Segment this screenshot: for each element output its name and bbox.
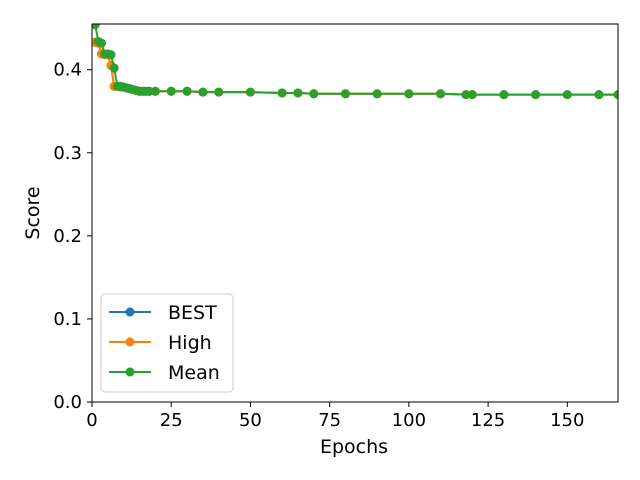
series-layer [92, 24, 618, 100]
y-tick-label: 0.2 [53, 226, 82, 247]
data-point-mean [109, 63, 119, 73]
data-point-mean [182, 86, 192, 96]
data-point-mean [404, 89, 414, 99]
data-point-mean [245, 87, 255, 97]
data-point-mean [531, 90, 541, 100]
axes-layer: 0 25 50 75 100 125 150 0.0 0.1 0.2 0.3 0.4 [53, 23, 619, 431]
data-point-mean [461, 90, 471, 100]
x-tick-label: 0 [86, 410, 97, 431]
data-point-mean [613, 90, 618, 100]
y-axis-label: Score [22, 186, 44, 239]
y-tick-label: 0.1 [53, 309, 82, 330]
data-point-mean [214, 87, 224, 97]
y-tick-label: 0.3 [53, 143, 82, 164]
x-tick-label: 150 [550, 410, 584, 431]
y-tick-label: 0.4 [53, 60, 82, 81]
data-point-mean [293, 88, 303, 98]
legend-label-best: BEST [168, 302, 217, 324]
x-tick-label: 25 [160, 410, 183, 431]
data-point-mean [467, 90, 477, 100]
legend-label-high: High [168, 332, 212, 354]
legend-label-mean: Mean [168, 362, 220, 384]
x-tick-label: 125 [471, 410, 505, 431]
data-point-mean [106, 50, 116, 60]
data-point-mean [436, 89, 446, 99]
data-point-mean [92, 24, 100, 30]
legend-marker-high [125, 337, 135, 347]
plot-frame [91, 23, 619, 403]
data-point-mean [499, 90, 509, 100]
data-point-mean [97, 38, 107, 48]
x-tick-label: 50 [239, 410, 262, 431]
data-point-mean [340, 89, 350, 99]
legend-marker-best [125, 307, 135, 317]
data-point-mean [309, 89, 319, 99]
data-point-mean [198, 87, 208, 97]
data-point-mean [150, 86, 160, 96]
data-point-mean [144, 86, 154, 96]
legend: BEST High Mean [100, 293, 234, 393]
y-tick-label: 0.0 [53, 392, 82, 413]
data-point-mean [562, 90, 572, 100]
legend-box [100, 293, 234, 393]
data-point-mean [166, 86, 176, 96]
data-point-mean [594, 90, 604, 100]
x-tick-label: 75 [318, 410, 341, 431]
x-tick-label: 100 [392, 410, 426, 431]
series-mean [92, 24, 618, 100]
legend-marker-mean [125, 367, 135, 377]
x-axis-label: Epochs [320, 436, 388, 458]
data-point-mean [277, 88, 287, 98]
data-point-mean [372, 89, 382, 99]
